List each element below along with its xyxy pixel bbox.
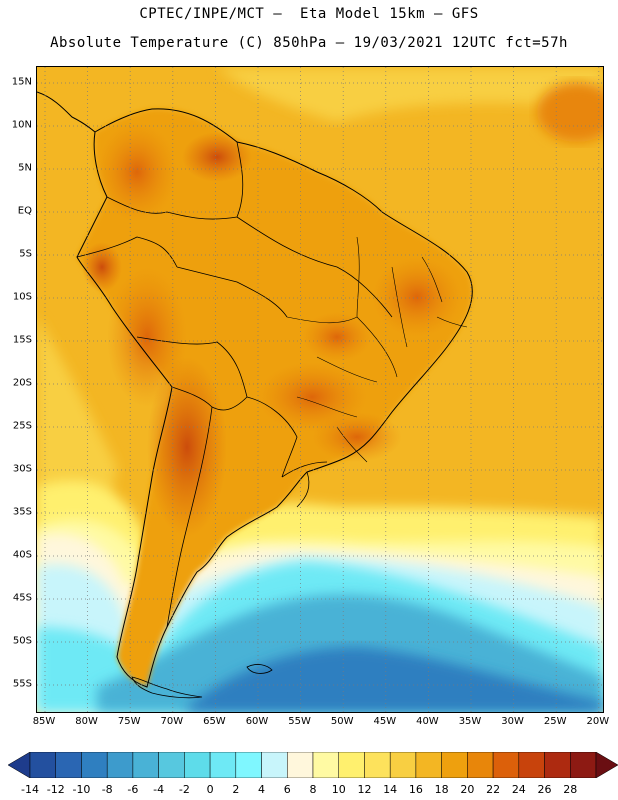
longitude-label: 35W: [458, 716, 482, 727]
colorbar-box: [235, 752, 262, 778]
colorbar-box: [570, 752, 597, 778]
longitude-label: 70W: [160, 716, 184, 727]
hot-core-goias: [302, 312, 372, 362]
colorbar-tick-label: 10: [331, 783, 346, 796]
longitude-label: 85W: [32, 716, 56, 727]
country-borders: [76, 141, 393, 628]
colorbar-tick-label: 6: [283, 783, 291, 796]
colorbar-box: [81, 752, 108, 778]
colorbar-tick-label: 18: [434, 783, 449, 796]
colorbar-box: [287, 752, 314, 778]
colorbar-box: [184, 752, 211, 778]
ne-warm-patch: [537, 82, 603, 142]
hot-core-colombia: [97, 122, 177, 222]
colorbar-box: [158, 752, 185, 778]
latitude-label: 35S: [12, 506, 32, 518]
latitude-label: 45S: [12, 592, 32, 604]
colorbar-tick-label: 24: [511, 783, 526, 796]
latitude-label: EQ: [17, 205, 32, 217]
north-band: [217, 67, 603, 122]
hot-core-venezuela: [182, 132, 252, 182]
colorbar-tick-label: 26: [537, 783, 552, 796]
colorbar-box: [544, 752, 571, 778]
colorbar-box: [492, 752, 520, 778]
deep-blue-zone: [187, 647, 603, 712]
colorbar-max-arrow: [595, 752, 618, 778]
colorbar-tick-label: 4: [258, 783, 266, 796]
colorbar-box: [467, 752, 494, 778]
latitude-label: 30S: [12, 463, 32, 475]
latitude-label: 5N: [18, 162, 32, 174]
longitude-label: 30W: [501, 716, 524, 727]
colorbar-box: [261, 752, 288, 778]
colorbar-tick-label: 0: [206, 783, 214, 796]
latitude-label: 25S: [12, 420, 32, 432]
longitude-label: 60W: [245, 716, 269, 727]
colorbar-tick-label: -12: [46, 783, 65, 796]
latitude-label: 5S: [19, 248, 32, 260]
colorbar-box: [441, 752, 468, 778]
continent-coastline: [76, 108, 473, 688]
hot-core-southeast: [312, 412, 402, 462]
colorbar-tick-label: 14: [383, 783, 398, 796]
colorbar-box: [106, 752, 134, 778]
colorbar-box: [518, 752, 545, 778]
colorbar-box: [415, 752, 442, 778]
longitude-label: 45W: [373, 716, 397, 727]
state-borders: [286, 236, 468, 463]
colorbar-tick-label: 22: [486, 783, 501, 796]
colorbar-box: [29, 752, 56, 778]
longitude-label: 65W: [203, 716, 226, 727]
colorbar-tick-label: 8: [309, 783, 317, 796]
colorbar-box: [389, 752, 417, 778]
colorbar-box: [364, 752, 391, 778]
colorbar-tick-label: 20: [460, 783, 475, 796]
latitude-label: 20S: [12, 377, 32, 389]
colorbar-tick-label: -6: [127, 783, 139, 796]
colorbar-tick-label: 12: [357, 783, 372, 796]
colorbar-tick-label: -14: [21, 783, 39, 796]
central-america-coast: [37, 91, 96, 133]
longitude-label: 55W: [288, 716, 311, 727]
latitude-label: 10S: [12, 291, 32, 303]
longitude-label: 20W: [586, 716, 610, 727]
title-line-2: Absolute Temperature (C) 850hPa – 19/03/…: [50, 35, 568, 51]
colorbar-tick-label: -4: [153, 783, 165, 796]
colorbar-tick-label: -2: [178, 783, 190, 796]
colorbar: [8, 752, 618, 778]
latitude-label: 15S: [12, 334, 32, 346]
colorbar-box: [132, 752, 159, 778]
longitude-label: 25W: [543, 716, 567, 727]
title-line-1: CPTEC/INPE/MCT – Eta Model 15km – GFS: [139, 6, 479, 22]
colorbar-box: [312, 752, 339, 778]
latitude-label: 40S: [12, 549, 32, 561]
latitude-label: 10N: [11, 119, 32, 131]
longitude-label: 75W: [117, 716, 141, 727]
hot-core-argentina: [147, 357, 227, 537]
latitude-label: 55S: [12, 678, 32, 690]
hot-core-ne-brazil: [372, 257, 462, 337]
colorbar-tick-label: -8: [101, 783, 113, 796]
longitude-label: 80W: [75, 716, 98, 727]
latitude-label: 50S: [12, 635, 32, 647]
colorbar-box: [209, 752, 237, 778]
tierra-del-fuego: [131, 676, 203, 699]
longitude-label: 50W: [330, 716, 354, 727]
temperature-map: [36, 66, 604, 713]
falkland-islands: [246, 664, 273, 674]
map-canvas: [37, 67, 603, 712]
colorbar-tick-label: 2: [232, 783, 240, 796]
latitude-label: 15N: [11, 76, 32, 88]
colorbar-tick-label: 28: [563, 783, 578, 796]
colorbar-box: [55, 752, 82, 778]
longitude-label: 40W: [416, 716, 439, 727]
colorbar-tick-label: -10: [72, 783, 91, 796]
colorbar-min-arrow: [8, 752, 31, 778]
colorbar-tick-label: 16: [408, 783, 423, 796]
hot-core-peru: [82, 242, 122, 292]
colorbar-box: [338, 752, 365, 778]
